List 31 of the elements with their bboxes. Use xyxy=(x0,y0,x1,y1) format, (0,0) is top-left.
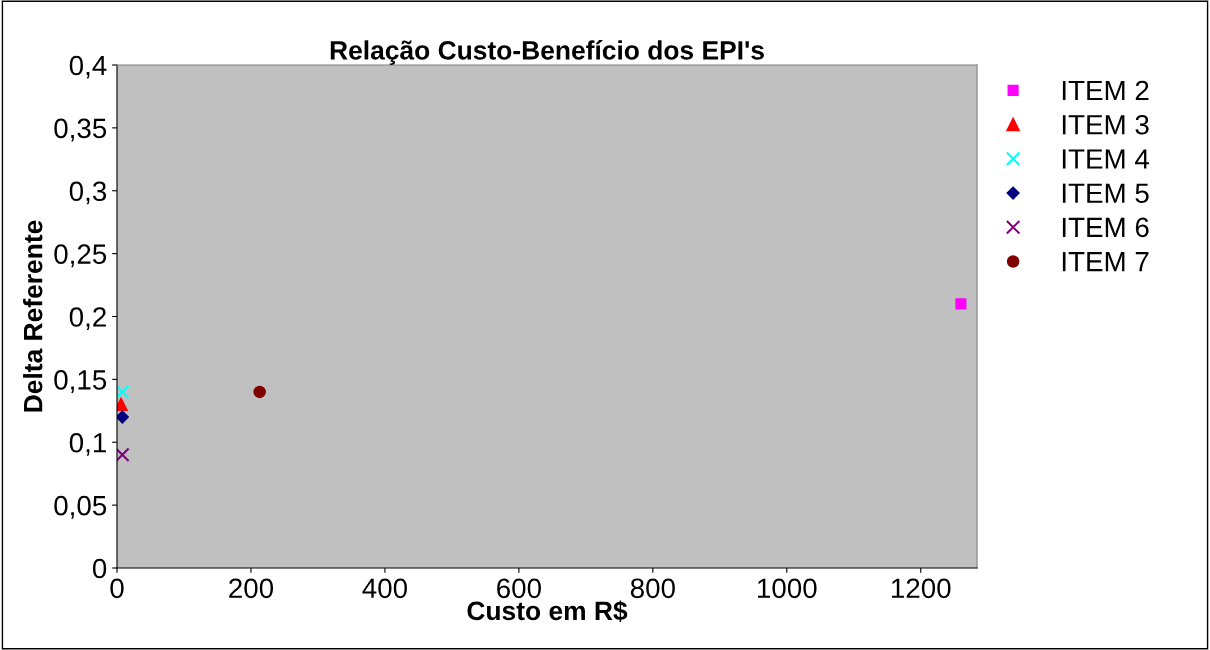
y-tick-label: 0,2 xyxy=(69,307,106,331)
chart-title: Relação Custo-Benefício dos EPI's xyxy=(330,40,764,65)
legend-label: ITEM 5 xyxy=(1062,183,1149,204)
legend-label: ITEM 4 xyxy=(1062,149,1150,169)
legend-label: ITEM 2 xyxy=(1062,80,1149,101)
legend-label: ITEM 6 xyxy=(1062,217,1149,238)
x-axis-title: Custo em R$ xyxy=(467,600,628,622)
y-tick-label: 0,3 xyxy=(69,181,107,205)
x-tick-label: 0 xyxy=(110,578,124,599)
x-tick-label: 200 xyxy=(229,578,274,599)
y-tick-label: 0,1 xyxy=(69,432,106,456)
x-tick-label: 1200 xyxy=(891,578,951,599)
point xyxy=(117,397,128,412)
y-tick-label: 0,15 xyxy=(54,370,107,393)
legend-label: ITEM 7 xyxy=(1062,252,1149,272)
x-tick-label: 1000 xyxy=(758,578,817,599)
point xyxy=(955,298,967,310)
x-tick-label: 400 xyxy=(362,578,407,599)
y-tick-label: 0,05 xyxy=(54,495,107,519)
point xyxy=(253,385,266,399)
legend-label: ITEM 3 xyxy=(1062,114,1149,135)
y-tick-label: 0,4 xyxy=(69,55,107,79)
point xyxy=(117,384,130,400)
y-tick-label: 0 xyxy=(92,558,107,579)
y-tick-label: 0,35 xyxy=(54,118,107,142)
point xyxy=(117,410,129,424)
y-axis-title: Delta Referente xyxy=(23,220,43,412)
point xyxy=(117,447,130,463)
x-tick-label: 600 xyxy=(497,578,541,599)
x-tick-label: 800 xyxy=(630,578,675,599)
y-tick-label: 0,25 xyxy=(54,244,107,268)
